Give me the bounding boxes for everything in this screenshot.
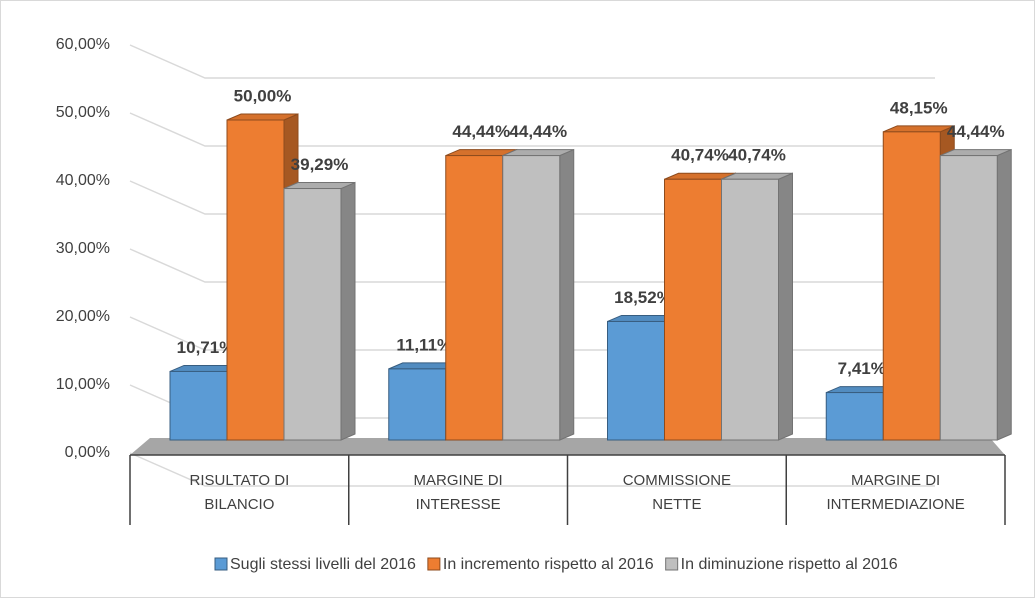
grid-line	[129, 112, 935, 147]
value-label: 44,44%	[947, 122, 1005, 141]
bar-side	[559, 148, 575, 441]
bar	[607, 320, 665, 441]
legend-swatch	[214, 557, 228, 571]
value-label: 44,44%	[452, 122, 510, 141]
bar	[721, 178, 779, 441]
legend-label: In incremento rispetto al 2016	[443, 556, 654, 573]
bar-side	[778, 172, 793, 441]
value-label: 48,15%	[890, 98, 948, 117]
bar-top	[283, 182, 356, 190]
x-tick-label: MARGINE DI INTERMEDIAZIONE	[826, 472, 964, 513]
value-label: 44,44%	[509, 122, 567, 141]
value-label: 18,52%	[614, 288, 672, 307]
bar	[882, 131, 941, 441]
bar	[283, 188, 342, 441]
bar-top	[940, 149, 1012, 157]
value-label: 40,74%	[728, 146, 786, 165]
bar-side	[996, 148, 1012, 441]
legend-swatch	[665, 557, 679, 571]
y-tick-label: 60,00%	[56, 36, 110, 53]
x-tick-label: COMMISSIONE NETTE	[623, 472, 731, 513]
bar	[502, 155, 561, 441]
value-label: 50,00%	[234, 86, 292, 105]
y-tick-label: 40,00%	[56, 172, 110, 189]
bar	[226, 119, 285, 441]
x-tick-label: MARGINE DI INTERESSE	[414, 472, 503, 513]
bar-top	[721, 172, 793, 180]
bar	[388, 368, 447, 441]
x-tick-label: RISULTATO DI BILANCIO	[190, 472, 290, 513]
bar	[825, 392, 884, 441]
bar-side	[340, 181, 356, 441]
y-tick-label: 0,00%	[65, 444, 110, 461]
bar	[169, 370, 228, 441]
grid-line	[129, 44, 935, 79]
bar-top	[883, 125, 955, 133]
value-label: 11,11%	[396, 335, 452, 354]
grid-line	[129, 452, 935, 487]
bar	[939, 155, 998, 441]
y-tick-label: 10,00%	[56, 376, 110, 393]
value-label: 40,74%	[671, 146, 729, 165]
bar-top	[502, 149, 574, 157]
bar-top	[226, 113, 299, 121]
y-tick-label: 20,00%	[56, 308, 110, 325]
legend-label: Sugli stessi livelli del 2016	[230, 556, 416, 573]
floor	[130, 438, 1005, 455]
value-label: 7,41%	[838, 359, 886, 378]
value-label: 39,29%	[291, 155, 349, 174]
bar	[445, 155, 504, 441]
bar	[664, 178, 722, 441]
y-tick-label: 30,00%	[56, 240, 110, 257]
y-tick-label: 50,00%	[56, 104, 110, 121]
legend-swatch	[427, 557, 441, 571]
legend-label: In diminuzione rispetto al 2016	[681, 556, 898, 573]
value-label: 10,71%	[177, 338, 235, 357]
